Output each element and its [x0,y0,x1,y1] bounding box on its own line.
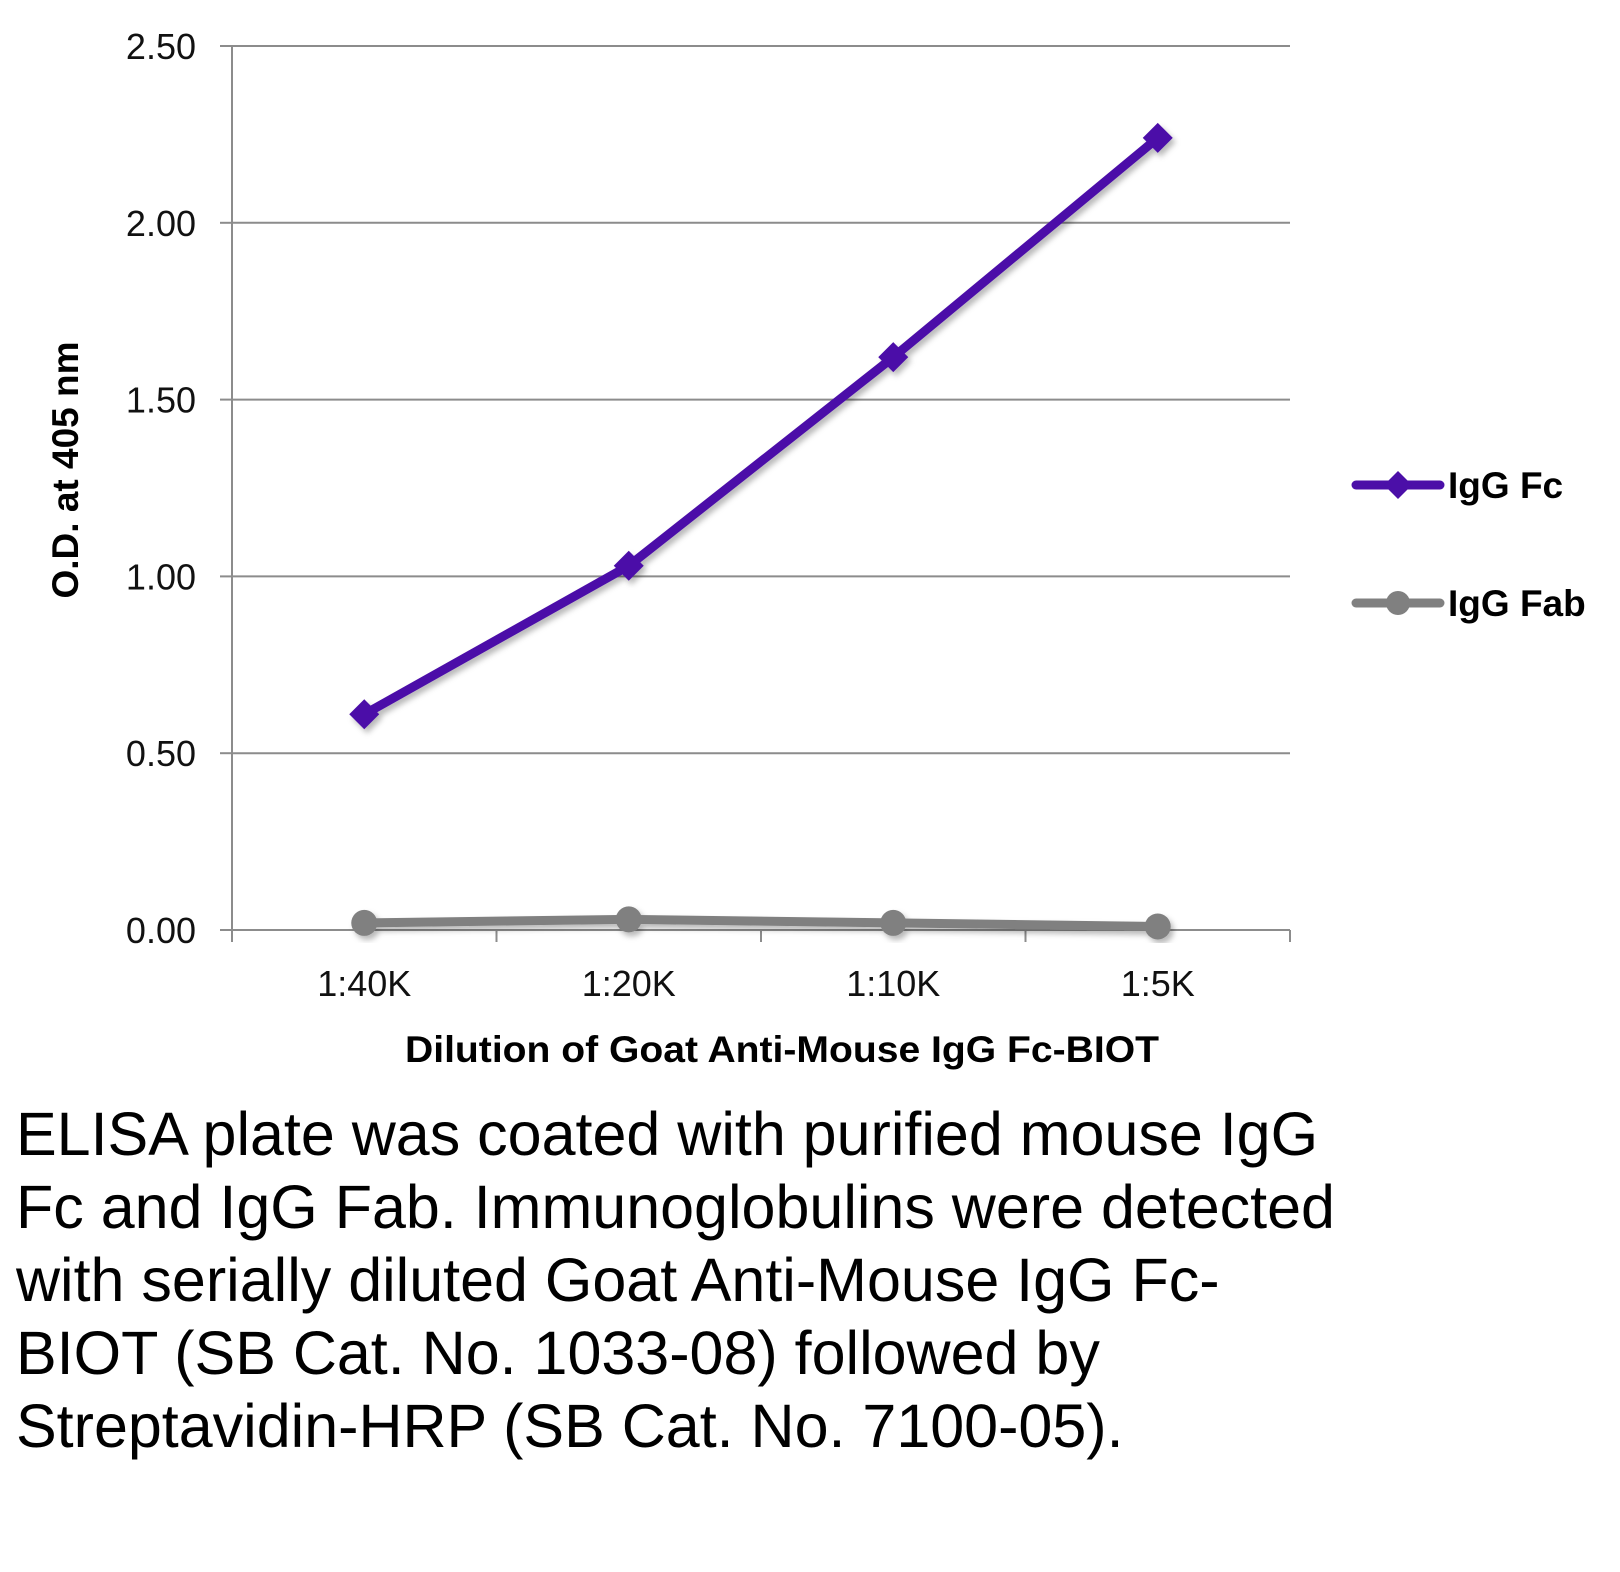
legend-label: IgG Fab [1448,583,1586,624]
legend-circle-marker [1386,591,1410,615]
legend-diamond-marker [1384,471,1412,499]
data-point-circle [615,906,642,933]
y-tick-label: 2.50 [126,26,196,67]
x-tick-label: 1:10K [846,963,940,1004]
y-axis-title: O.D. at 405 nm [45,341,86,598]
y-tick-label: 1.50 [126,380,196,421]
elisa-line-chart: 0.00 0.50 1.00 1.50 2.00 2.50 1:40K 1:20K 1:10K 1… [45,26,1586,1070]
y-tick-label: 0.50 [126,733,196,774]
data-point-diamond [349,699,380,730]
legend-item: IgG Fab [1351,583,1586,624]
data-point-circle [351,909,378,936]
series-line [359,133,1163,719]
data-point-diamond [1142,122,1173,153]
series-igg-fc [349,122,1173,730]
figure-caption: ELISA plate was coated with purified mou… [16,1100,1335,1460]
x-tick-label: 1:20K [582,963,676,1004]
y-tick-label: 1.00 [126,556,196,597]
y-tick-label: 0.00 [126,910,196,951]
data-point-diamond [878,342,909,373]
data-point-diamond [613,550,644,581]
legend: IgG Fc IgG Fab [1351,465,1586,624]
x-tick-label: 1:5K [1121,963,1195,1004]
series-igg-fab [351,906,1171,940]
x-axis-title: Dilution of Goat Anti-Mouse IgG Fc-BIOT [405,1029,1159,1070]
y-tick-label: 2.00 [126,203,196,244]
legend-item: IgG Fc [1351,465,1563,506]
x-tick-label: 1:40K [317,963,411,1004]
data-point-circle [1144,913,1171,940]
series-line [359,914,1163,931]
axes: 0.00 0.50 1.00 1.50 2.00 2.50 1:40K 1:20K 1:10K 1… [126,26,1291,1004]
series-lines [349,122,1173,940]
data-point-circle [880,909,907,936]
gridlines [232,45,1290,755]
legend-label: IgG Fc [1448,465,1563,506]
